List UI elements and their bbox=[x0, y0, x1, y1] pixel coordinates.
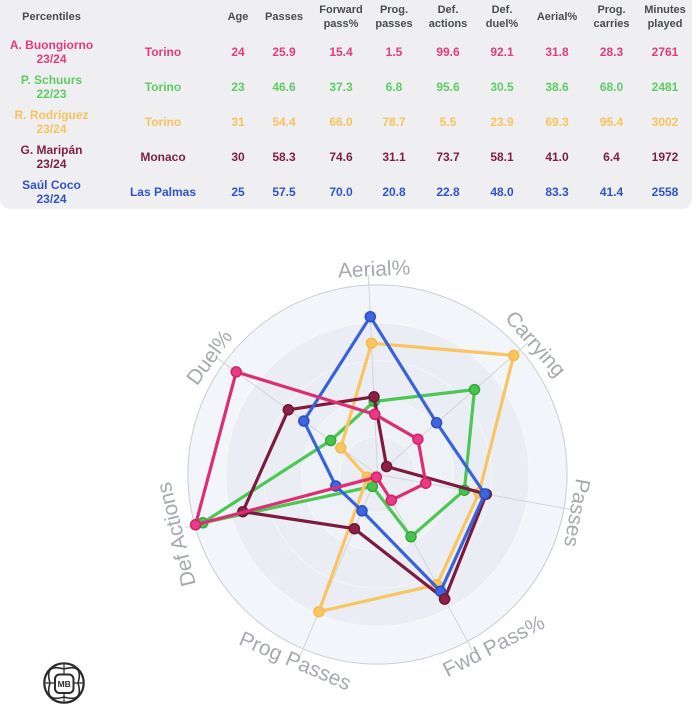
svg-text:Aerial%: Aerial% bbox=[337, 256, 410, 282]
svg-text:MB: MB bbox=[58, 679, 71, 689]
